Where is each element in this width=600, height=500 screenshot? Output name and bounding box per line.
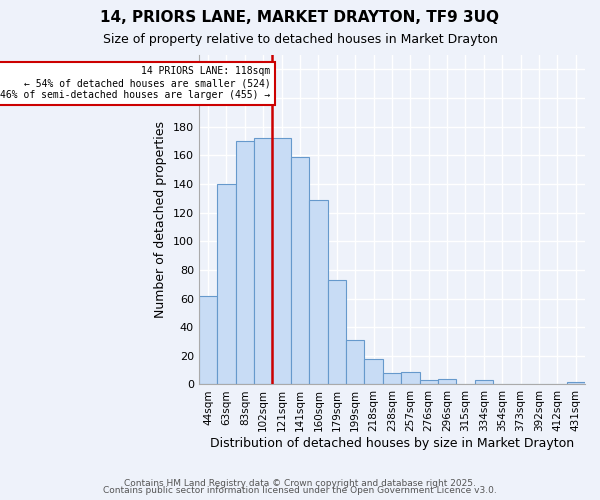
Bar [438,378,456,384]
Bar [199,296,217,384]
Bar [383,373,401,384]
Text: Contains HM Land Registry data © Crown copyright and database right 2025.: Contains HM Land Registry data © Crown c… [124,478,476,488]
Bar [346,340,364,384]
Text: Contains public sector information licensed under the Open Government Licence v3: Contains public sector information licen… [103,486,497,495]
Bar [401,372,419,384]
Text: Size of property relative to detached houses in Market Drayton: Size of property relative to detached ho… [103,32,497,46]
Text: 14 PRIORS LANE: 118sqm
← 54% of detached houses are smaller (524)
46% of semi-de: 14 PRIORS LANE: 118sqm ← 54% of detached… [1,66,271,100]
Bar [419,380,438,384]
Bar [272,138,291,384]
Text: 14, PRIORS LANE, MARKET DRAYTON, TF9 3UQ: 14, PRIORS LANE, MARKET DRAYTON, TF9 3UQ [101,10,499,25]
X-axis label: Distribution of detached houses by size in Market Drayton: Distribution of detached houses by size … [210,437,574,450]
Bar [328,280,346,384]
Y-axis label: Number of detached properties: Number of detached properties [154,121,167,318]
Bar [217,184,236,384]
Bar [309,200,328,384]
Bar [254,138,272,384]
Bar [475,380,493,384]
Bar [566,382,585,384]
Bar [364,358,383,384]
Bar [236,141,254,384]
Bar [291,156,309,384]
